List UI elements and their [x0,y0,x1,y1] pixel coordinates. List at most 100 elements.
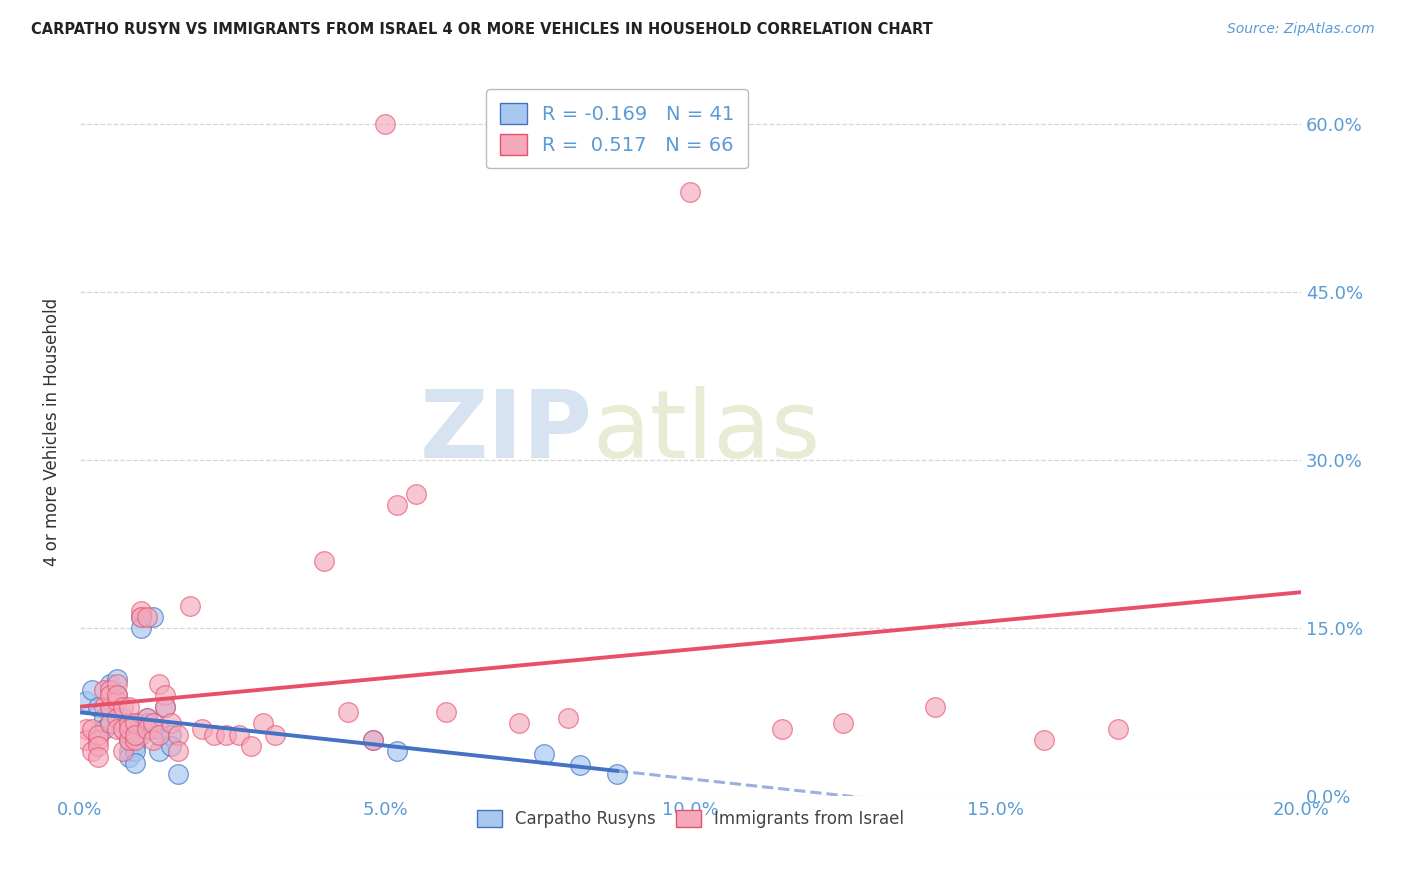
Point [387,498,409,512]
Point [118,727,141,741]
Point [533,747,555,761]
Point [136,722,159,736]
Point [129,727,152,741]
Text: Source: ZipAtlas.com: Source: ZipAtlas.com [1227,22,1375,37]
Point [105,694,128,708]
Text: CARPATHO RUSYN VS IMMIGRANTS FROM ISRAEL 4 OR MORE VEHICLES IN HOUSEHOLD CORRELA: CARPATHO RUSYN VS IMMIGRANTS FROM ISRAEL… [31,22,932,37]
Point [111,722,134,736]
Point [191,722,214,736]
Point [374,118,396,132]
Point [387,744,409,758]
Point [124,733,146,747]
Point [136,716,159,731]
Point [100,716,122,731]
Point [160,739,183,753]
Point [124,727,146,741]
Point [87,750,110,764]
Point [924,699,946,714]
Point [202,727,225,741]
Point [148,744,170,758]
Point [93,699,115,714]
Point [148,722,170,736]
Point [148,677,170,691]
Point [361,733,384,747]
Point [87,739,110,753]
Point [239,739,262,753]
Point [312,554,335,568]
Point [136,711,159,725]
Point [105,689,128,703]
Point [160,716,183,731]
Point [148,727,170,741]
Point [93,722,115,736]
Point [93,711,115,725]
Point [111,699,134,714]
Point [87,699,110,714]
Point [105,672,128,686]
Point [252,716,274,731]
Point [136,711,159,725]
Point [87,733,110,747]
Point [155,689,177,703]
Point [111,716,134,731]
Point [118,733,141,747]
Point [142,716,165,731]
Point [142,610,165,624]
Point [80,722,103,736]
Point [118,699,141,714]
Point [105,722,128,736]
Point [111,744,134,758]
Point [557,711,579,725]
Point [118,716,141,731]
Point [118,750,141,764]
Point [118,722,141,736]
Point [118,733,141,747]
Point [434,705,457,719]
Point [142,722,165,736]
Point [80,744,103,758]
Point [1033,733,1056,747]
Point [100,677,122,691]
Text: atlas: atlas [593,386,821,478]
Point [111,711,134,725]
Point [87,727,110,741]
Point [124,756,146,770]
Point [129,621,152,635]
Point [111,722,134,736]
Point [606,766,628,780]
Point [129,610,152,624]
Point [75,694,97,708]
Point [155,699,177,714]
Point [129,604,152,618]
Y-axis label: 4 or more Vehicles in Household: 4 or more Vehicles in Household [44,298,60,566]
Point [100,716,122,731]
Point [569,757,592,772]
Legend: Carpatho Rusyns, Immigrants from Israel: Carpatho Rusyns, Immigrants from Israel [470,804,911,835]
Point [160,727,183,741]
Point [124,716,146,731]
Point [832,716,855,731]
Point [105,689,128,703]
Point [124,744,146,758]
Point [75,733,97,747]
Point [118,744,141,758]
Text: ZIP: ZIP [420,386,593,478]
Point [100,682,122,697]
Point [215,727,238,741]
Point [166,727,188,741]
Point [166,744,188,758]
Point [405,487,427,501]
Point [155,699,177,714]
Point [93,682,115,697]
Point [228,727,250,741]
Point [508,716,530,731]
Point [80,682,103,697]
Point [1107,722,1129,736]
Point [179,599,201,613]
Point [105,677,128,691]
Point [679,185,702,199]
Point [124,739,146,753]
Point [124,727,146,741]
Point [361,733,384,747]
Point [124,716,146,731]
